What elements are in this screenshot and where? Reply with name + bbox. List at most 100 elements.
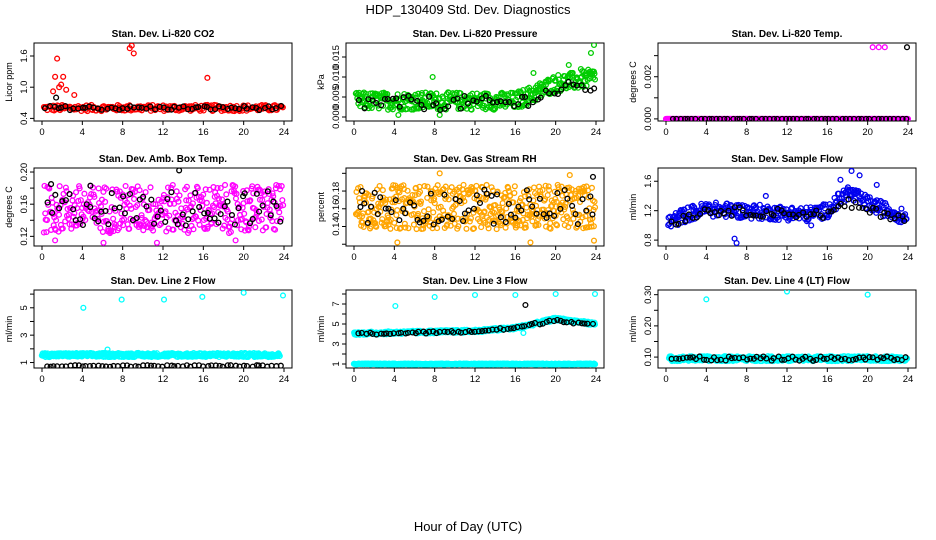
data-point: [148, 196, 155, 203]
data-point: [684, 204, 691, 211]
data-point: [873, 181, 880, 188]
data-point: [95, 185, 102, 192]
data-point: [144, 362, 151, 368]
data-point: [519, 93, 526, 100]
data-point: [215, 219, 222, 226]
data-point: [203, 199, 210, 206]
data-point: [168, 189, 175, 196]
data-point: [578, 320, 586, 327]
data-point: [521, 193, 529, 200]
data-point: [762, 192, 769, 200]
data-point: [196, 221, 203, 228]
data-point: [579, 214, 586, 221]
data-point: [55, 211, 63, 218]
data-point: [454, 95, 461, 102]
data-point: [418, 101, 425, 108]
data-point: [526, 196, 533, 203]
data-point: [256, 196, 264, 203]
data-point: [183, 183, 190, 190]
data-point: [65, 215, 72, 222]
x-tick-label: 8: [120, 127, 125, 138]
data-point: [126, 225, 133, 232]
data-point: [546, 186, 553, 194]
data-point: [590, 223, 597, 230]
data-point: [436, 170, 443, 177]
data-point: [482, 327, 489, 334]
data-point: [99, 363, 106, 368]
data-point: [838, 198, 845, 205]
data-point: [530, 184, 538, 191]
data-point: [485, 327, 492, 334]
data-point: [50, 363, 57, 368]
data-point: [551, 90, 558, 97]
data-point: [157, 207, 164, 214]
series-points: [38, 290, 287, 368]
data-point: [588, 223, 595, 230]
data-point: [154, 213, 161, 220]
chart-panel: Stan. Dev. Li-820 Temp.0 4 8 12 16 20 240.0000…: [628, 29, 917, 138]
data-point: [416, 188, 424, 195]
x-tick-label: 12: [782, 127, 793, 138]
data-point: [848, 204, 855, 211]
data-point: [205, 363, 212, 368]
data-point: [70, 206, 77, 213]
data-point: [385, 205, 392, 212]
data-point: [238, 226, 245, 233]
data-point: [537, 94, 544, 101]
data-point: [247, 197, 254, 204]
panel-title: Stan. Dev. Line 2 Flow: [111, 276, 216, 287]
data-point: [378, 102, 385, 109]
data-point: [462, 217, 470, 224]
x-tick-label: 8: [432, 252, 437, 263]
x-tick-label: 20: [550, 252, 561, 263]
data-point: [560, 319, 567, 326]
data-point: [189, 208, 196, 215]
data-point: [214, 184, 221, 192]
data-point: [256, 106, 263, 114]
data-point: [86, 363, 93, 368]
data-point: [807, 211, 814, 218]
data-point: [140, 193, 147, 200]
data-point: [711, 209, 718, 216]
data-point: [132, 363, 139, 368]
data-point: [577, 65, 584, 73]
data-point: [567, 220, 574, 227]
data-point: [409, 192, 416, 199]
data-point: [682, 218, 689, 225]
data-point: [869, 204, 877, 211]
data-point: [532, 222, 539, 229]
x-tick-label: 24: [279, 127, 290, 138]
data-point: [377, 194, 384, 201]
data-point: [733, 240, 740, 246]
data-point: [392, 302, 399, 310]
x-tick-label: 0: [39, 252, 44, 263]
data-point: [551, 212, 558, 219]
data-point: [668, 218, 675, 225]
data-point: [589, 320, 597, 327]
data-point: [577, 74, 584, 81]
x-tick-label: 4: [392, 374, 397, 385]
data-point: [855, 115, 862, 121]
data-point: [476, 218, 483, 225]
data-point: [409, 329, 416, 336]
data-point: [232, 362, 239, 368]
data-point: [245, 227, 252, 234]
data-point: [543, 214, 550, 221]
data-point: [382, 200, 389, 207]
data-point: [515, 203, 522, 210]
data-point: [512, 291, 519, 299]
data-point: [553, 222, 561, 229]
data-point: [721, 115, 728, 121]
data-point: [204, 74, 211, 81]
x-tick-label: 16: [510, 374, 521, 385]
data-point: [790, 115, 797, 121]
data-point: [813, 207, 820, 214]
chart-panel: Stan. Dev. Gas Stream RH0 4 8 12 16 20 240.140…: [316, 154, 605, 263]
data-point: [525, 102, 532, 109]
data-point: [505, 184, 512, 191]
data-point: [557, 205, 564, 212]
data-point: [232, 105, 239, 112]
